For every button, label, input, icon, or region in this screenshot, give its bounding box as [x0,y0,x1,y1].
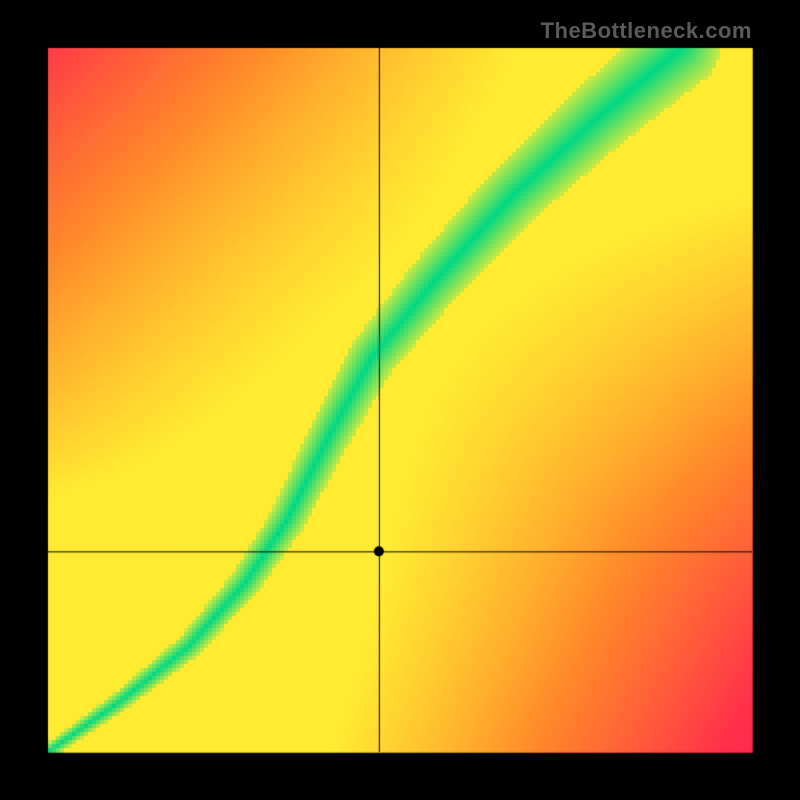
watermark-text: TheBottleneck.com [541,18,752,44]
bottleneck-heatmap-canvas [0,0,800,800]
chart-container: TheBottleneck.com [0,0,800,800]
